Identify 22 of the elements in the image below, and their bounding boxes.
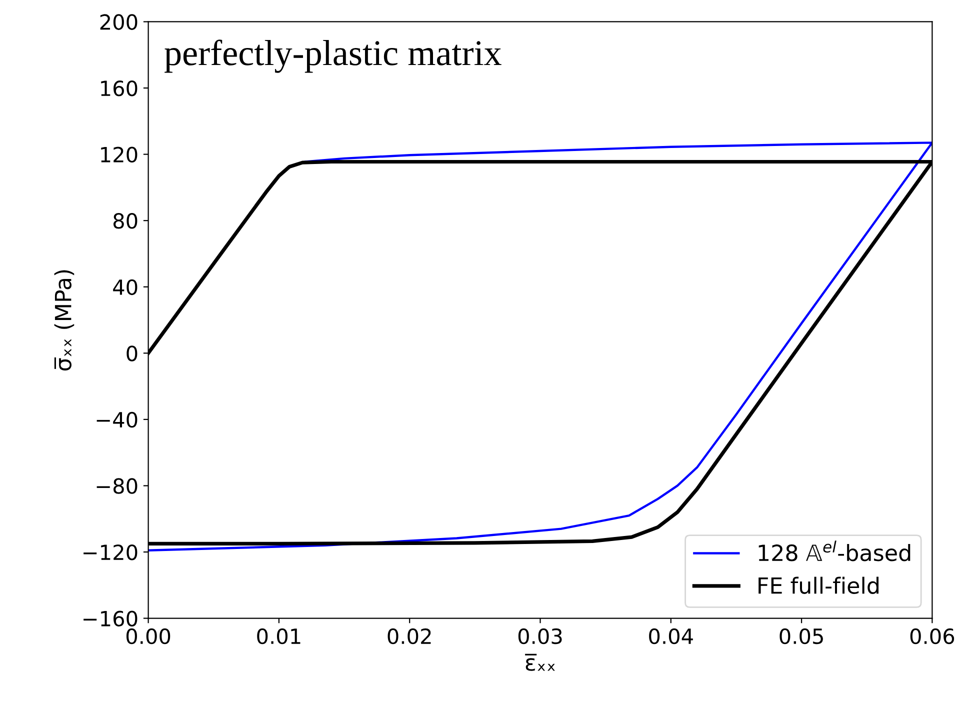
x-tick-label: 0.05 [780, 628, 823, 644]
y-tick-label: −80 [96, 478, 138, 494]
y-tick-label: −160 [84, 610, 138, 626]
y-tick-label: −120 [84, 544, 138, 560]
y-tick-label: 200 [100, 14, 138, 30]
x-tick-label: 0.01 [257, 628, 300, 644]
legend-label: FE full-field [758, 576, 878, 594]
x-tick-label: 0.02 [388, 628, 431, 644]
y-tick-label: −40 [96, 412, 138, 428]
x-tick-label: 0.03 [518, 628, 562, 644]
y-tick-label: 0 [126, 346, 138, 362]
y-tick-label: 120 [101, 146, 138, 163]
y-tick-label: 80 [113, 213, 138, 229]
x-tick-label: 0.00 [126, 628, 170, 644]
legend-label: 128 𝔸$^{el}$-based [758, 540, 910, 562]
y-tick-label: 160 [101, 80, 138, 96]
annotation: perfectly-plastic matrix [164, 40, 502, 73]
x-axis-title: ε̅ₓₓ [525, 654, 555, 671]
x-tick-label: 0.06 [910, 628, 954, 644]
y-tick-label: 40 [113, 279, 138, 296]
y-axis-title: σ̅ₓₓ (MPa) [54, 270, 74, 370]
x-tick-label: 0.04 [649, 628, 693, 644]
